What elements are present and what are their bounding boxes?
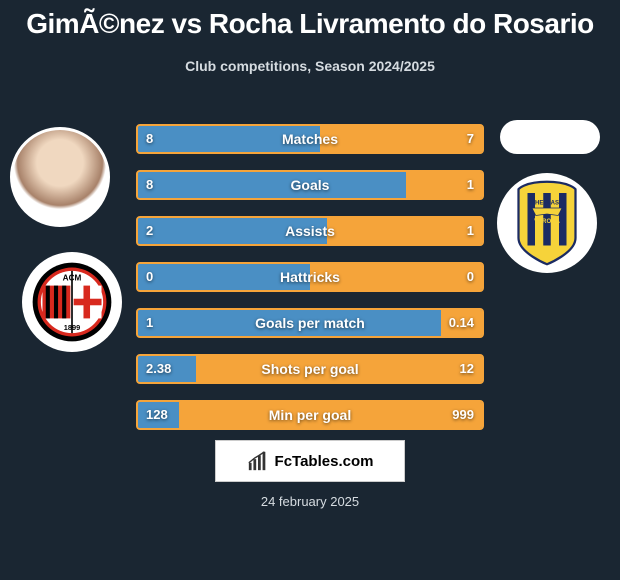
stat-label: Goals	[138, 172, 482, 198]
stats-container: 87Matches 81Goals 21Assists 00Hattricks 10.1…	[136, 124, 484, 446]
stat-label: Assists	[138, 218, 482, 244]
stat-row: 00Hattricks	[136, 262, 484, 292]
stat-row: 2.3812Shots per goal	[136, 354, 484, 384]
svg-text:1899: 1899	[64, 323, 80, 332]
stat-label: Min per goal	[138, 402, 482, 428]
stat-row: 10.14Goals per match	[136, 308, 484, 338]
footer-brand-box: FcTables.com	[215, 440, 405, 482]
svg-text:ACM: ACM	[63, 274, 82, 283]
stat-label: Matches	[138, 126, 482, 152]
chart-icon	[247, 450, 269, 472]
stat-row: 81Goals	[136, 170, 484, 200]
acmilan-icon: ACM 1899	[31, 261, 113, 343]
club-left-badge: ACM 1899	[22, 252, 122, 352]
stat-label: Shots per goal	[138, 356, 482, 382]
stat-row: 87Matches	[136, 124, 484, 154]
page-title: GimÃ©nez vs Rocha Livramento do Rosario	[0, 0, 620, 40]
player-left-avatar	[10, 127, 110, 227]
svg-text:VERONA: VERONA	[534, 219, 560, 225]
footer-date: 24 february 2025	[261, 494, 359, 509]
hellasverona-icon: HELLAS VERONA	[508, 178, 586, 268]
stat-row: 21Assists	[136, 216, 484, 246]
stat-label: Hattricks	[138, 264, 482, 290]
player-right-avatar	[500, 120, 600, 154]
svg-text:HELLAS: HELLAS	[535, 200, 559, 206]
stat-label: Goals per match	[138, 310, 482, 336]
stat-row: 128999Min per goal	[136, 400, 484, 430]
footer-brand-text: FcTables.com	[275, 453, 374, 470]
club-right-badge: HELLAS VERONA	[497, 173, 597, 273]
subtitle: Club competitions, Season 2024/2025	[0, 58, 620, 74]
